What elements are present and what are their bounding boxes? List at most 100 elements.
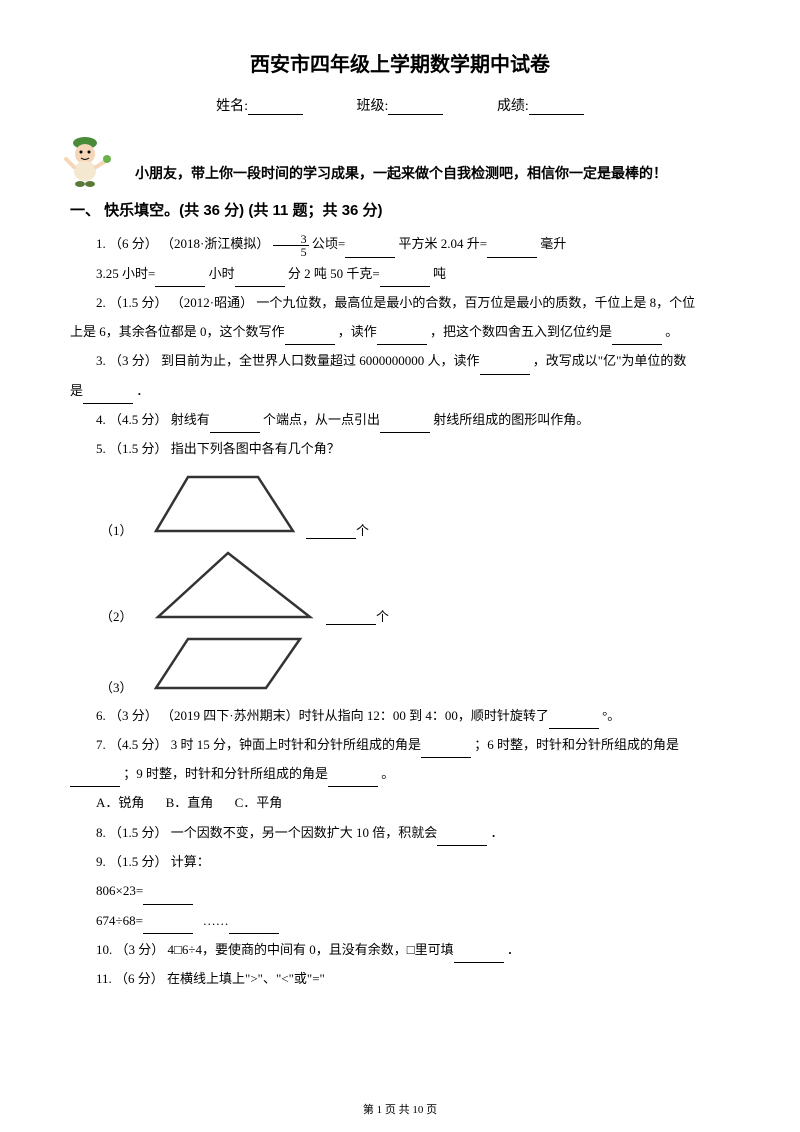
- shape-2-row: （2） 个: [100, 545, 730, 625]
- q2-d: ，把这个数四舍五入到亿位约是: [430, 324, 612, 339]
- question-4: 4. （4.5 分） 射线有 个端点，从一点引出 射线所组成的图形叫作角。: [70, 406, 730, 433]
- score-field: 成绩:: [497, 95, 584, 115]
- question-1: 1. （6 分） （2018·浙江模拟） 35 公顷= 平方米 2.04 升= …: [70, 230, 730, 258]
- q2-c: ，读作: [338, 324, 377, 339]
- q2-a: 2. （1.5 分） （2012·昭通） 一个九位数，最高位是最小的合数，百万位…: [96, 295, 695, 310]
- greeting-text: 小朋友，带上你一段时间的学习成果，一起来做个自我检测吧，相信你一定是最棒的！: [135, 163, 667, 189]
- q3-d: ．: [136, 383, 149, 398]
- blank: [377, 331, 427, 345]
- triangle-shape: [148, 545, 318, 625]
- mascot-icon: [60, 129, 115, 189]
- q7-b: ；6 时整，时针和分针所组成的角是: [474, 737, 679, 752]
- q1-prefix: 1. （6 分） （2018·浙江模拟）: [96, 236, 269, 251]
- q6-b: °。: [602, 708, 620, 723]
- question-3-cont: 是 ．: [70, 377, 730, 404]
- blank: [454, 949, 504, 963]
- name-blank: [248, 101, 303, 115]
- class-label: 班级:: [357, 99, 389, 114]
- blank: [328, 773, 378, 787]
- q1-d: 毫升: [540, 236, 566, 251]
- q4-a: 4. （4.5 分） 射线有: [96, 412, 210, 427]
- blank: [421, 744, 471, 758]
- q10-a: 10. （3 分） 4□6÷4，要使商的中间有 0，且没有余数，□里可填: [96, 942, 454, 957]
- blank: [345, 244, 395, 258]
- q1-c: 平方米 2.04 升=: [398, 236, 487, 251]
- q1l2-c: 分 2 吨 50 千克=: [288, 266, 380, 281]
- question-9: 9. （1.5 分） 计算：: [70, 848, 730, 875]
- blank: [487, 244, 537, 258]
- q2-b: 上是 6，其余各位都是 0，这个数写作: [70, 324, 285, 339]
- q4-c: 射线所组成的图形叫作角。: [433, 412, 589, 427]
- page-footer: 第 1 页 共 10 页: [0, 1101, 800, 1117]
- blank: [306, 525, 356, 539]
- choice-c: C．平角: [235, 795, 283, 810]
- q9c-text: ……: [203, 913, 229, 928]
- question-2: 2. （1.5 分） （2012·昭通） 一个九位数，最高位是最小的合数，百万位…: [70, 289, 730, 316]
- question-3: 3. （3 分） 到目前为止，全世界人口数量超过 6000000000 人，读作…: [70, 347, 730, 374]
- blank: [380, 273, 430, 287]
- q8-b: ．: [491, 825, 504, 840]
- blank: [70, 773, 120, 787]
- score-blank: [529, 101, 584, 115]
- question-7: 7. （4.5 分） 3 时 15 分，钟面上时针和分针所组成的角是 ；6 时整…: [70, 731, 730, 758]
- question-10: 10. （3 分） 4□6÷4，要使商的中间有 0，且没有余数，□里可填 ．: [70, 936, 730, 963]
- question-11: 11. （6 分） 在横线上填上">"、"<"或"=": [70, 965, 730, 992]
- question-7-cont: ；9 时整，时针和分针所组成的角是 。: [70, 760, 730, 787]
- q1l2-a: 3.25 小时=: [96, 266, 155, 281]
- unit-ge: 个: [376, 606, 389, 625]
- choice-a: A．锐角: [96, 795, 144, 810]
- class-field: 班级:: [357, 95, 444, 115]
- blank: [480, 361, 530, 375]
- shape-3-label: （3）: [100, 677, 140, 696]
- question-1-line2: 3.25 小时= 小时 分 2 吨 50 千克= 吨: [70, 260, 730, 287]
- question-5: 5. （1.5 分） 指出下列各图中各有几个角？: [70, 435, 730, 462]
- parallelogram-shape: [148, 631, 308, 696]
- fraction-3-5: 35: [273, 233, 309, 258]
- blank: [229, 920, 279, 934]
- student-info-row: 姓名: 班级: 成绩:: [70, 95, 730, 115]
- score-label: 成绩:: [497, 99, 529, 114]
- exam-title: 西安市四年级上学期数学期中试卷: [70, 48, 730, 77]
- q1l2-b: 小时: [209, 266, 235, 281]
- question-9b: 674÷68= ……: [70, 907, 730, 934]
- q7-d: 。: [381, 766, 394, 781]
- q10-b: ．: [507, 942, 520, 957]
- blank: [235, 273, 285, 287]
- q6-a: 6. （3 分） （2019 四下·苏州期末）时针从指向 12：00 到 4：0…: [96, 708, 549, 723]
- blank: [83, 390, 133, 404]
- question-9a: 806×23=: [70, 877, 730, 904]
- blank: [326, 611, 376, 625]
- blank: [143, 891, 193, 905]
- q7-c: ；9 时整，时针和分针所组成的角是: [123, 766, 328, 781]
- question-2-cont: 上是 6，其余各位都是 0，这个数写作 ，读作 ，把这个数四舍五入到亿位约是 。: [70, 318, 730, 345]
- section-1-heading: 一、 快乐填空。(共 36 分) (共 11 题；共 36 分): [70, 199, 730, 220]
- question-6: 6. （3 分） （2019 四下·苏州期末）时针从指向 12：00 到 4：0…: [70, 702, 730, 729]
- class-blank: [388, 101, 443, 115]
- q3-c: 是: [70, 383, 83, 398]
- blank: [549, 715, 599, 729]
- q7-choices: A．锐角 B．直角 C．平角: [70, 789, 730, 816]
- blank: [143, 920, 193, 934]
- q9a-text: 806×23=: [96, 883, 143, 898]
- name-label: 姓名:: [216, 99, 248, 114]
- blank: [437, 832, 487, 846]
- question-8: 8. （1.5 分） 一个因数不变，另一个因数扩大 10 倍，积就会 ．: [70, 819, 730, 846]
- q4-b: 个端点，从一点引出: [263, 412, 380, 427]
- q1-b: 公顷=: [312, 236, 345, 251]
- shape-3-row: （3）: [100, 631, 730, 696]
- q7-a: 7. （4.5 分） 3 时 15 分，钟面上时针和分针所组成的角是: [96, 737, 421, 752]
- blank: [210, 419, 260, 433]
- q9b-text: 674÷68=: [96, 913, 143, 928]
- shape-2-label: （2）: [100, 606, 140, 625]
- blank: [285, 331, 335, 345]
- blank: [155, 273, 205, 287]
- q8-a: 8. （1.5 分） 一个因数不变，另一个因数扩大 10 倍，积就会: [96, 825, 437, 840]
- q3-b: ，改写成以"亿"为单位的数: [533, 353, 687, 368]
- name-field: 姓名:: [216, 95, 303, 115]
- q2-e: 。: [665, 324, 678, 339]
- q1l2-d: 吨: [433, 266, 446, 281]
- blank: [380, 419, 430, 433]
- shape-1-row: （1） 个: [100, 469, 730, 539]
- blank: [612, 331, 662, 345]
- shape-1-label: （1）: [100, 520, 140, 539]
